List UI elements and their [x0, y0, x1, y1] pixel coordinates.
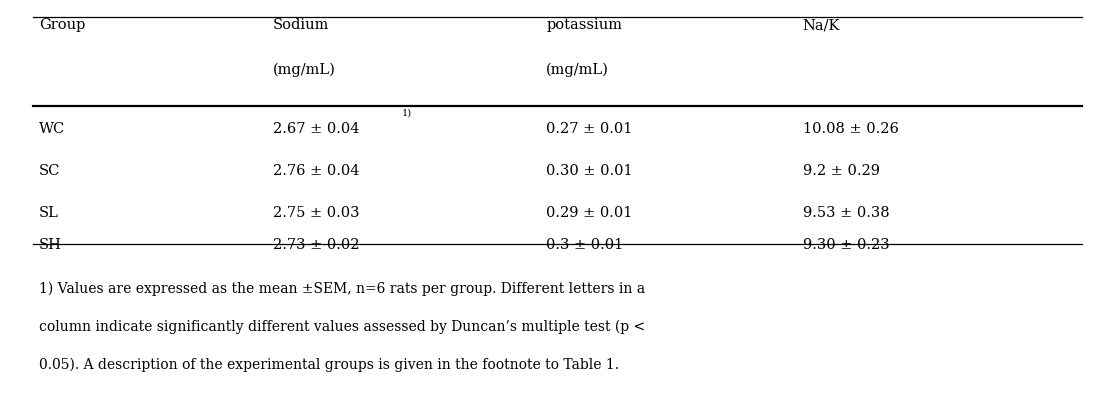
Text: 2.75 ± 0.03: 2.75 ± 0.03 — [273, 206, 360, 219]
Text: 0.05). A description of the experimental groups is given in the footnote to Tabl: 0.05). A description of the experimental… — [39, 357, 619, 371]
Text: SL: SL — [39, 206, 59, 219]
Text: (mg/mL): (mg/mL) — [273, 62, 336, 77]
Text: 9.2 ± 0.29: 9.2 ± 0.29 — [803, 164, 880, 177]
Text: column indicate significantly different values assessed by Duncan’s multiple tes: column indicate significantly different … — [39, 319, 646, 333]
Text: SC: SC — [39, 164, 60, 177]
Text: 0.30 ± 0.01: 0.30 ± 0.01 — [546, 164, 633, 177]
Text: Na/K: Na/K — [803, 18, 841, 32]
Text: (mg/mL): (mg/mL) — [546, 62, 609, 77]
Text: 9.53 ± 0.38: 9.53 ± 0.38 — [803, 206, 890, 219]
Text: potassium: potassium — [546, 18, 622, 32]
Text: 2.67 ± 0.04: 2.67 ± 0.04 — [273, 122, 360, 135]
Text: SH: SH — [39, 238, 62, 251]
Text: 2.76 ± 0.04: 2.76 ± 0.04 — [273, 164, 360, 177]
Text: 0.27 ± 0.01: 0.27 ± 0.01 — [546, 122, 632, 135]
Text: 2.73 ± 0.02: 2.73 ± 0.02 — [273, 238, 360, 251]
Text: 0.29 ± 0.01: 0.29 ± 0.01 — [546, 206, 632, 219]
Text: 1): 1) — [401, 109, 411, 117]
Text: Sodium: Sodium — [273, 18, 330, 32]
Text: 0.3 ± 0.01: 0.3 ± 0.01 — [546, 238, 623, 251]
Text: WC: WC — [39, 122, 66, 135]
Text: 1) Values are expressed as the mean ±SEM, n=6 rats per group. Different letters : 1) Values are expressed as the mean ±SEM… — [39, 281, 646, 295]
Text: 9.30 ± 0.23: 9.30 ± 0.23 — [803, 238, 890, 251]
Text: Group: Group — [39, 18, 86, 32]
Text: 10.08 ± 0.26: 10.08 ± 0.26 — [803, 122, 899, 135]
